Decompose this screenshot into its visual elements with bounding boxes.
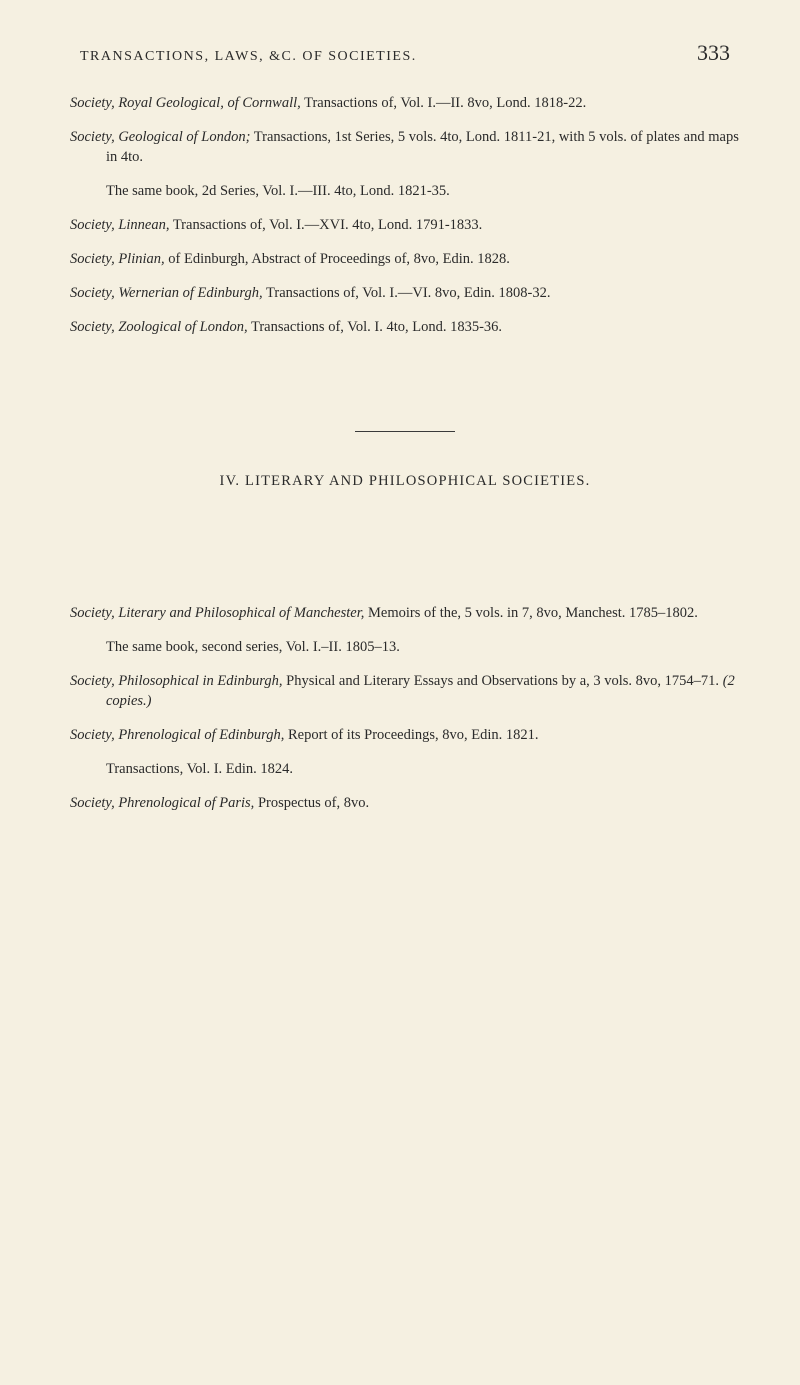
entry-body: Physical and Literary Essays and Observa… xyxy=(283,673,723,689)
entry-body: Transactions of, Vol. I.—II. 8vo, Lond. … xyxy=(301,95,586,111)
entry-title: Society, Literary and Philosophical of M… xyxy=(70,605,364,621)
entry: The same book, 2d Series, Vol. I.—III. 4… xyxy=(70,182,740,202)
divider-line-icon xyxy=(355,431,455,432)
entry-body: of Edinburgh, Abstract of Proceedings of… xyxy=(165,251,510,267)
entry: Society, Linnean, Transactions of, Vol. … xyxy=(70,216,740,236)
entry-body: Transactions, Vol. I. Edin. 1824. xyxy=(106,761,293,777)
entry: Transactions, Vol. I. Edin. 1824. xyxy=(70,760,740,780)
entry: Society, Wernerian of Edinburgh, Transac… xyxy=(70,284,740,304)
entry: Society, Royal Geological, of Cornwall, … xyxy=(70,94,740,114)
section-heading: IV. LITERARY AND PHILOSOPHICAL SOCIETIES… xyxy=(70,473,740,490)
entry: Society, Zoological of London, Transacti… xyxy=(70,318,740,338)
spacer xyxy=(70,339,740,379)
entry-body: Report of its Proceedings, 8vo, Edin. 18… xyxy=(284,727,538,743)
entry-body: Transactions of, Vol. I. 4to, Lond. 1835… xyxy=(248,319,502,335)
entry-title: Society, Philosophical in Edinburgh, xyxy=(70,673,283,689)
section-literary-philosophical: Society, Literary and Philosophical of M… xyxy=(70,604,740,813)
entry-title: Society, Phrenological of Edinburgh, xyxy=(70,727,284,743)
entry-body: Prospectus of, 8vo. xyxy=(254,795,369,811)
entry-title: Society, Geological of London; xyxy=(70,129,250,145)
document-page: TRANSACTIONS, LAWS, &c. OF SOCIETIES. 33… xyxy=(0,0,800,854)
entry: Society, Geological of London; Transacti… xyxy=(70,128,740,167)
entry-body: The same book, 2d Series, Vol. I.—III. 4… xyxy=(106,183,450,199)
entry: The same book, second series, Vol. I.–II… xyxy=(70,638,740,658)
entry-body: Memoirs of the, 5 vols. in 7, 8vo, Manch… xyxy=(364,605,697,621)
entry-title: Society, Plinian, xyxy=(70,251,165,267)
entry-title: Society, Linnean, xyxy=(70,217,169,233)
entry: Society, Literary and Philosophical of M… xyxy=(70,604,740,624)
entry: Society, Plinian, of Edinburgh, Abstract… xyxy=(70,250,740,270)
section-society-transactions: Society, Royal Geological, of Cornwall, … xyxy=(70,94,740,338)
entry: Society, Phrenological of Edinburgh, Rep… xyxy=(70,726,740,746)
entry-title: Society, Phrenological of Paris, xyxy=(70,795,254,811)
entry-title: Society, Zoological of London, xyxy=(70,319,248,335)
entry-title: Society, Royal Geological, of Cornwall, xyxy=(70,95,301,111)
entry: Society, Philosophical in Edinburgh, Phy… xyxy=(70,672,740,711)
section-divider xyxy=(70,419,740,437)
entry: Society, Phrenological of Paris, Prospec… xyxy=(70,794,740,814)
entry-body: The same book, second series, Vol. I.–II… xyxy=(106,639,400,655)
entry-body: Transactions of, Vol. I.—XVI. 4to, Lond.… xyxy=(169,217,482,233)
page-number: 333 xyxy=(697,40,730,66)
entry-title: Society, Wernerian of Edinburgh, xyxy=(70,285,263,301)
entry-body: Transactions of, Vol. I.—VI. 8vo, Edin. … xyxy=(263,285,551,301)
spacer xyxy=(70,550,740,590)
running-title: TRANSACTIONS, LAWS, &c. OF SOCIETIES. xyxy=(80,49,417,65)
running-head: TRANSACTIONS, LAWS, &c. OF SOCIETIES. 33… xyxy=(70,40,740,66)
